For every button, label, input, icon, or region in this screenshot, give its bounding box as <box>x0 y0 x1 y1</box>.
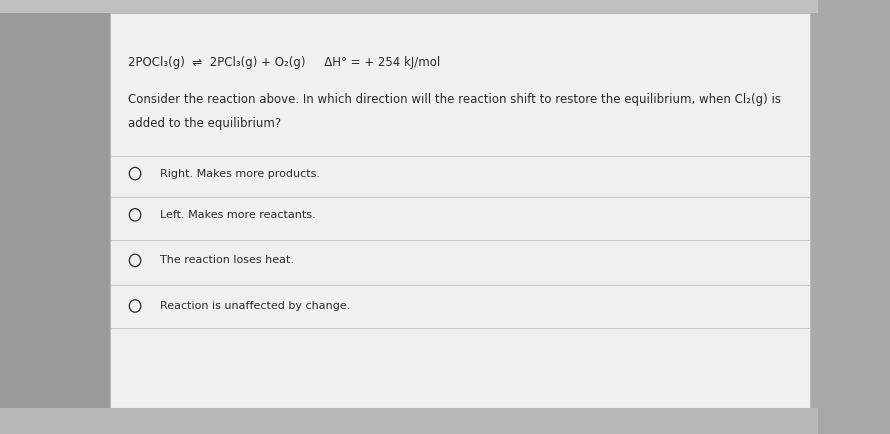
Text: Left. Makes more reactants.: Left. Makes more reactants. <box>159 210 315 220</box>
FancyBboxPatch shape <box>110 13 810 408</box>
FancyBboxPatch shape <box>0 0 110 434</box>
Text: added to the equilibrium?: added to the equilibrium? <box>128 117 281 130</box>
FancyBboxPatch shape <box>0 408 819 434</box>
Text: Reaction is unaffected by change.: Reaction is unaffected by change. <box>159 301 350 311</box>
Text: The reaction loses heat.: The reaction loses heat. <box>159 255 294 266</box>
Text: Consider the reaction above. In which direction will the reaction shift to resto: Consider the reaction above. In which di… <box>128 93 781 106</box>
Text: Right. Makes more products.: Right. Makes more products. <box>159 168 320 179</box>
Text: 2POCl₃(g)  ⇌  2PCl₃(g) + O₂(g)     ΔH° = + 254 kJ/mol: 2POCl₃(g) ⇌ 2PCl₃(g) + O₂(g) ΔH° = + 254… <box>128 56 441 69</box>
FancyBboxPatch shape <box>0 0 819 13</box>
